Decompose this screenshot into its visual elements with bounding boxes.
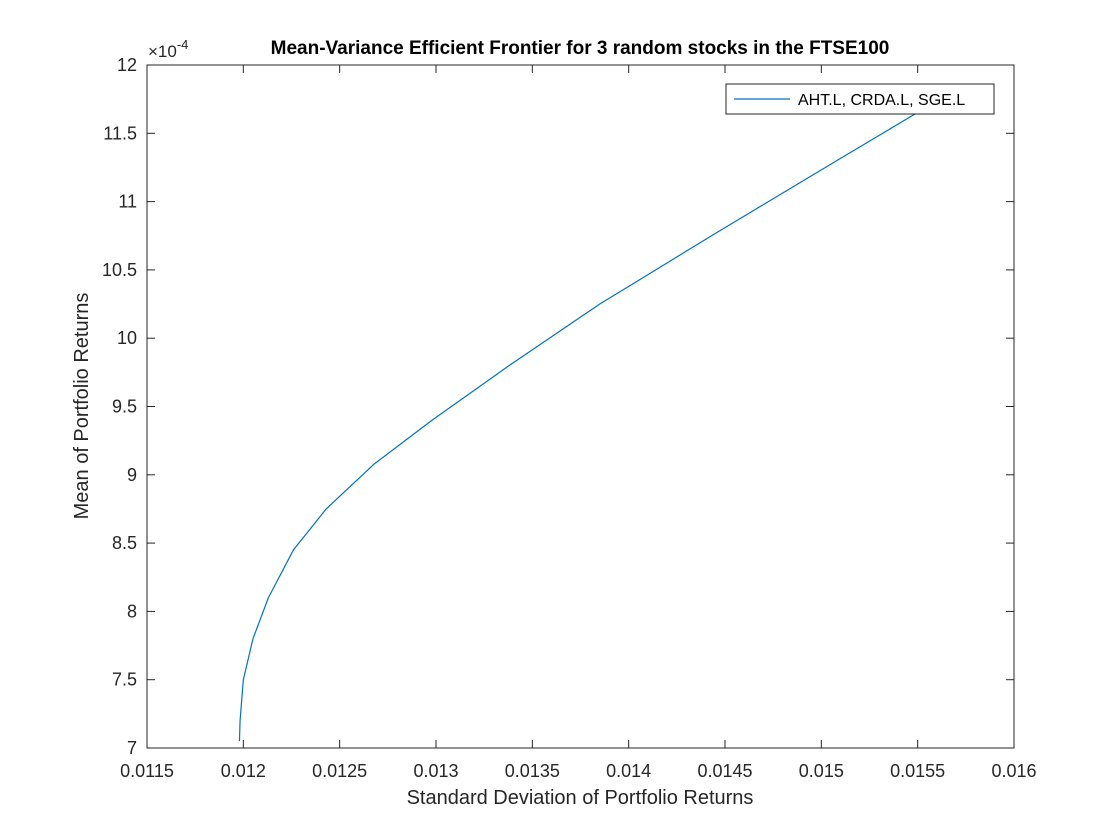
y-tick-label: 8 <box>127 601 137 621</box>
y-tick-label: 7.5 <box>112 670 137 690</box>
y-axis-multiplier: ×10-4 <box>148 37 188 61</box>
series-line-0 <box>238 102 934 742</box>
x-tick-label: 0.0145 <box>697 761 752 781</box>
y-tick-label: 11.5 <box>103 123 137 143</box>
x-tick-label: 0.015 <box>799 761 844 781</box>
legend-entry-label: AHT.L, CRDA.L, SGE.L <box>798 92 965 109</box>
y-tick-label: 9.5 <box>112 397 137 417</box>
y-multiplier-base: ×10 <box>148 42 177 61</box>
y-tick-label: 10.5 <box>102 260 137 280</box>
y-tick-label: 11 <box>118 192 137 212</box>
y-tick-label: 9 <box>127 465 137 485</box>
x-axis-title: Standard Deviation of Portfolio Returns <box>407 787 754 809</box>
y-tick-label: 7 <box>127 738 137 758</box>
x-tick-label: 0.0155 <box>890 761 945 781</box>
y-axis: 7 7.5 8 8.5 9 9.5 10 10.5 11 11.5 12 <box>102 55 1014 758</box>
x-tick-label: 0.0135 <box>505 761 560 781</box>
chart-title: Mean-Variance Efficient Frontier for 3 r… <box>271 38 890 59</box>
x-tick-label: 0.0115 <box>120 761 174 781</box>
legend: AHT.L, CRDA.L, SGE.L <box>725 83 995 115</box>
x-tick-label: 0.012 <box>221 761 266 781</box>
x-tick-label: 0.014 <box>606 761 651 781</box>
y-tick-label: 10 <box>117 328 137 348</box>
y-axis-title: Mean of Portfolio Returns <box>71 293 93 520</box>
plot-area <box>146 64 1015 749</box>
x-tick-label: 0.016 <box>991 761 1036 781</box>
y-multiplier-exponent: -4 <box>177 37 189 52</box>
x-tick-label: 0.013 <box>413 761 458 781</box>
y-tick-label: 12 <box>117 55 137 75</box>
series-layer <box>238 102 934 742</box>
x-tick-label: 0.0125 <box>312 761 367 781</box>
plot-frame <box>146 64 1015 749</box>
y-tick-label: 8.5 <box>112 533 137 553</box>
x-axis: 0.0115 0.012 0.0125 0.013 0.0135 0.014 0.0145 0… <box>120 65 1037 781</box>
